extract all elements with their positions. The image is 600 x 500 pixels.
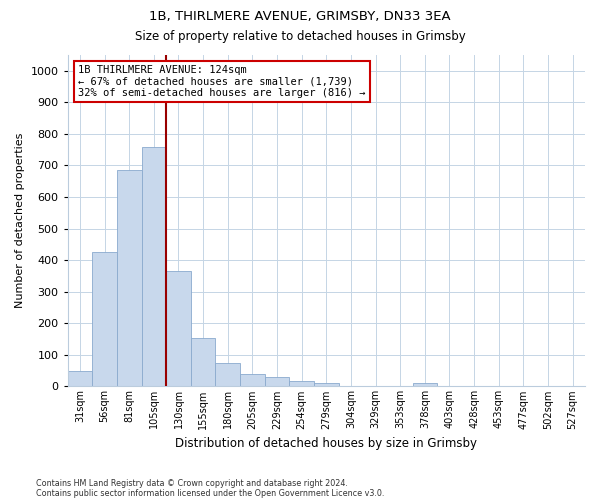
Text: 1B THIRLMERE AVENUE: 124sqm
← 67% of detached houses are smaller (1,739)
32% of : 1B THIRLMERE AVENUE: 124sqm ← 67% of det… (78, 65, 365, 98)
Bar (314, 383, 338, 386)
Bar (265, 377, 289, 386)
Bar (289, 380, 314, 386)
Text: Contains public sector information licensed under the Open Government Licence v3: Contains public sector information licen… (36, 488, 385, 498)
Text: 1B, THIRLMERE AVENUE, GRIMSBY, DN33 3EA: 1B, THIRLMERE AVENUE, GRIMSBY, DN33 3EA (149, 10, 451, 23)
X-axis label: Distribution of detached houses by size in Grimsby: Distribution of detached houses by size … (175, 437, 477, 450)
Bar (117, 170, 142, 386)
Bar (68, 370, 92, 386)
Bar (240, 374, 265, 386)
Bar (142, 146, 166, 386)
Bar (166, 271, 191, 386)
Text: Size of property relative to detached houses in Grimsby: Size of property relative to detached ho… (134, 30, 466, 43)
Bar (191, 338, 215, 386)
Text: Contains HM Land Registry data © Crown copyright and database right 2024.: Contains HM Land Registry data © Crown c… (36, 478, 348, 488)
Y-axis label: Number of detached properties: Number of detached properties (15, 133, 25, 308)
Bar (215, 362, 240, 386)
Bar (413, 383, 437, 386)
Bar (92, 252, 117, 386)
